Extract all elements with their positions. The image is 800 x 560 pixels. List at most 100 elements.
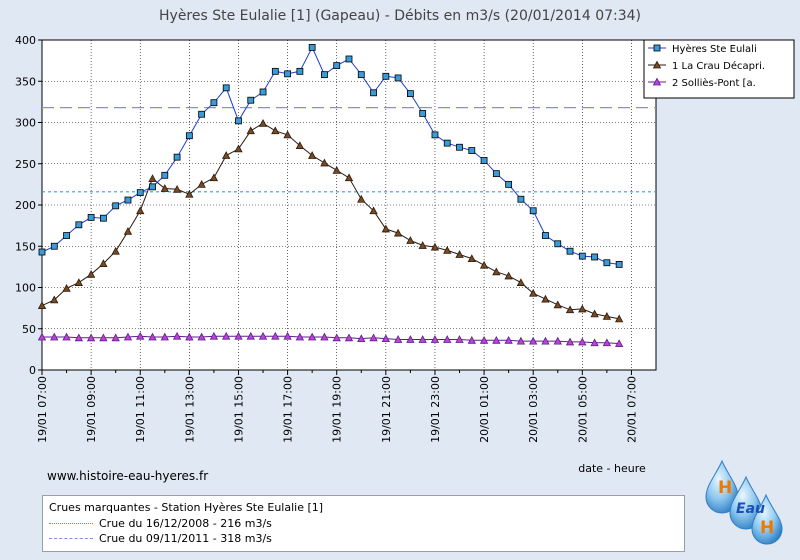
data-point: [234, 144, 243, 153]
data-point: [455, 250, 464, 258]
data-point: [602, 312, 612, 320]
data-point: [479, 335, 489, 344]
data-point: [505, 180, 513, 188]
data-point: [504, 271, 513, 280]
series-2 Solliès-Pont [a.: [37, 331, 624, 348]
y-axis: 0 50 100 150 200 250 300 350 400: [15, 34, 42, 377]
info-row-2008: Crue du 16/12/2008 - 216 m3/s: [49, 517, 272, 530]
data-point: [38, 248, 46, 256]
x-tick-label: 19/01 19:00: [331, 376, 344, 443]
data-point: [75, 221, 83, 229]
series-Hyères Ste Eulali: [38, 44, 623, 268]
data-point: [160, 332, 169, 341]
data-point: [492, 335, 501, 344]
data-point: [479, 260, 489, 269]
x-axis: 19/01 07:00 19/01 09:00 19/01 11:00 19/01 1…: [36, 370, 638, 443]
data-point: [185, 332, 194, 341]
data-point: [295, 332, 305, 341]
data-point: [369, 333, 378, 342]
legend-marker: [653, 44, 661, 52]
data-point: [308, 44, 316, 51]
data-point: [271, 331, 280, 340]
data-point: [271, 67, 279, 75]
data-point: [357, 71, 365, 79]
data-point: [357, 194, 366, 203]
plot-area: [41, 39, 657, 371]
data-point: [332, 166, 341, 174]
data-point: [222, 331, 231, 340]
data-point: [271, 126, 280, 135]
data-point: [590, 309, 599, 318]
data-point: [172, 184, 182, 193]
info-row-line: [49, 538, 93, 539]
data-point: [443, 335, 452, 343]
data-point: [148, 174, 157, 183]
data-point: [578, 252, 586, 260]
data-point: [369, 206, 378, 215]
data-point: [112, 202, 120, 210]
data-point: [603, 259, 611, 267]
data-point: [406, 90, 414, 98]
data-point: [307, 151, 317, 159]
data-point: [430, 335, 440, 343]
data-point: [197, 332, 206, 341]
x-tick-label: 20/01 01:00: [478, 376, 491, 443]
data-point: [566, 247, 574, 255]
data-point: [111, 246, 120, 255]
data-point: [615, 260, 623, 268]
data-point: [467, 254, 476, 263]
data-point: [553, 336, 562, 345]
data-point: [63, 232, 70, 239]
info-row-line: [49, 523, 93, 524]
data-point: [516, 336, 526, 345]
data-point: [258, 331, 268, 340]
data-point: [100, 214, 107, 222]
data-point: [148, 332, 157, 341]
data-point: [50, 242, 58, 250]
data-point: [357, 334, 366, 343]
data-point: [393, 228, 403, 237]
drop-left: [705, 459, 739, 514]
website-url[interactable]: www.histoire-eau-hyeres.fr: [47, 469, 209, 483]
data-point: [74, 333, 84, 342]
x-tick-label: 20/01 03:00: [527, 376, 540, 443]
data-point: [406, 236, 415, 244]
data-point: [258, 118, 268, 127]
x-tick-label: 20/01 05:00: [576, 376, 589, 443]
legend-label: 1 La Crau Décapri.: [672, 60, 765, 72]
data-point: [333, 62, 341, 69]
data-point: [419, 110, 427, 117]
data-point: [246, 331, 255, 340]
data-point: [529, 288, 538, 297]
data-point: [37, 332, 47, 341]
data-point: [284, 70, 292, 78]
data-point: [455, 335, 464, 343]
data-point: [136, 331, 145, 340]
data-point: [160, 184, 169, 192]
data-point: [565, 305, 575, 314]
data-point: [222, 84, 230, 92]
y-tick-label: 100: [15, 282, 36, 295]
data-point: [222, 151, 231, 159]
data-point: [283, 130, 292, 139]
data-point: [591, 253, 598, 261]
data-point: [124, 196, 132, 204]
data-point: [443, 246, 452, 254]
info-box: Crues marquantes - Station Hyères Ste Eu…: [42, 495, 685, 552]
x-tick-label: 19/01 13:00: [183, 376, 196, 443]
data-point: [492, 267, 501, 276]
y-tick-label: 250: [15, 158, 36, 171]
reference-lines: [42, 107, 656, 193]
data-point: [185, 132, 193, 140]
data-point: [86, 333, 96, 342]
data-point: [209, 173, 219, 182]
data-point: [504, 335, 513, 344]
x-tick-label: 19/01 17:00: [282, 376, 295, 443]
y-tick-label: 350: [15, 75, 36, 88]
y-tick-label: 300: [15, 117, 36, 130]
data-point: [542, 232, 549, 239]
data-point: [467, 335, 476, 344]
data-point: [235, 117, 242, 125]
data-point: [123, 332, 133, 341]
data-point: [344, 333, 354, 342]
